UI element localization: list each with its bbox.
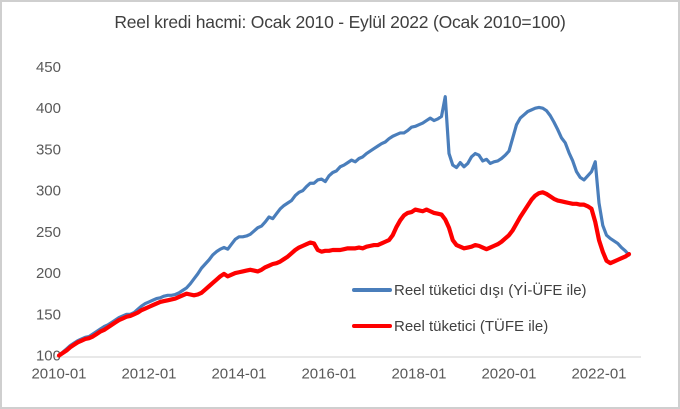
legend-item-reel-tuketici: Reel tüketici (TÜFE ile)	[352, 314, 587, 338]
legend-line-sample-blue	[352, 288, 392, 292]
y-tick-label: 400	[36, 100, 61, 117]
y-tick-label: 350	[36, 141, 61, 158]
y-tick-label: 100	[36, 348, 61, 365]
x-tick-label: 2022-01	[571, 366, 626, 383]
legend-line-sample-red	[352, 323, 392, 329]
x-tick-label: 2016-01	[301, 366, 356, 383]
y-tick-label: 300	[36, 183, 61, 200]
legend: Reel tüketici dışı (Yİ-ÜFE ile) Reel tük…	[352, 278, 587, 350]
x-tick-label: 2010-01	[31, 366, 86, 383]
y-tick-label: 200	[36, 265, 61, 282]
x-tick-label: 2014-01	[211, 366, 266, 383]
legend-label-reel-tuketici-disi: Reel tüketici dışı (Yİ-ÜFE ile)	[394, 281, 587, 299]
y-tick-label: 250	[36, 224, 61, 241]
y-tick-label: 450	[36, 59, 61, 76]
x-tick-label: 2018-01	[391, 366, 446, 383]
legend-label-reel-tuketici: Reel tüketici (TÜFE ile)	[394, 317, 549, 335]
chart-title: Reel kredi hacmi: Ocak 2010 - Eylül 2022…	[114, 12, 566, 32]
x-tick-label: 2020-01	[481, 366, 536, 383]
legend-item-reel-tuketici-disi: Reel tüketici dışı (Yİ-ÜFE ile)	[352, 278, 587, 302]
series-line-0	[57, 95, 631, 358]
y-tick-label: 150	[36, 306, 61, 323]
x-tick-label: 2012-01	[121, 366, 176, 383]
series-line-1	[56, 190, 632, 358]
